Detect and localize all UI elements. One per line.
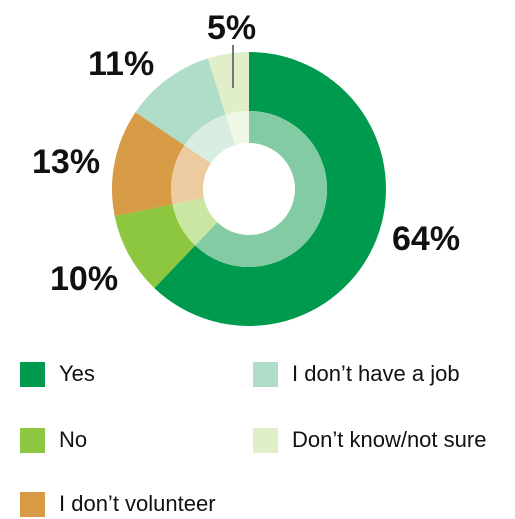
legend-label-dont-volunteer: I don’t volunteer <box>59 491 216 516</box>
legend-swatch-no <box>20 427 45 453</box>
value-label-not-sure: 5% <box>207 9 256 47</box>
inner-slice-dont-volunteer <box>171 145 211 205</box>
slice-dont-volunteer <box>111 112 185 216</box>
legend-label-no-job: I don’t have a job <box>292 361 460 386</box>
legend-swatch-not-sure <box>253 427 278 453</box>
value-label-yes: 64% <box>392 220 460 258</box>
slice-no <box>114 204 196 289</box>
slice-not-sure <box>207 52 249 115</box>
legend-swatch-dont-volunteer <box>20 491 45 517</box>
legend-label-yes: Yes <box>59 361 95 386</box>
legend-item-yes: Yes <box>20 360 95 388</box>
legend-label-no: No <box>59 427 88 452</box>
inner-slice-no-job <box>184 114 236 164</box>
legend-item-not-sure: Don’t know/not sure <box>253 426 486 454</box>
legend-swatch-no-job <box>253 361 278 387</box>
value-label-no: 10% <box>50 260 118 298</box>
legend-label-not-sure: Don’t know/not sure <box>292 427 487 452</box>
inner-slice-yes <box>195 111 327 267</box>
value-label-dont-volunteer: 13% <box>32 143 100 181</box>
inner-slice-no <box>172 198 218 246</box>
value-label-no-job: 11% <box>88 45 154 83</box>
slice-no-job <box>135 58 226 146</box>
legend-item-no: No <box>20 426 87 454</box>
slice-yes <box>154 52 386 326</box>
legend-swatch-yes <box>20 361 45 387</box>
inner-slice-not-sure <box>225 111 249 146</box>
legend-item-dont-volunteer: I don’t volunteer <box>20 490 216 518</box>
legend-item-no-job: I don’t have a job <box>253 360 460 388</box>
